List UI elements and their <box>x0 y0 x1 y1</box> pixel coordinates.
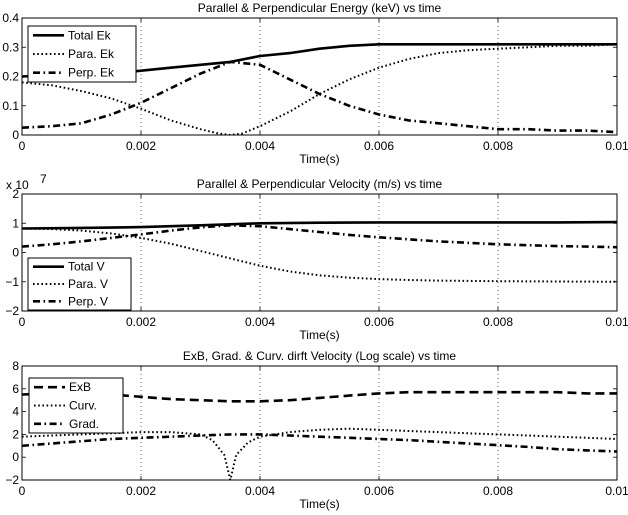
legend-label: Para. V <box>68 277 108 291</box>
legend: Total Ek Para. Ek Perp. Ek <box>27 25 137 83</box>
legend: ExB Curv. Grad. <box>28 377 124 434</box>
series-line-curv <box>22 427 617 480</box>
y-tick-label: 0.1 <box>2 99 19 113</box>
x-tick-label: 0.006 <box>364 139 394 153</box>
y-tick-label: 0 <box>12 450 19 464</box>
series-line-perp-ek <box>22 60 617 134</box>
x-axis-label: Time(s) <box>299 152 339 166</box>
y-tick-label: −1 <box>5 275 19 289</box>
x-tick-label: 0.002 <box>126 484 156 498</box>
x-tick-label: 0.008 <box>483 139 513 153</box>
legend-label: ExB <box>69 380 91 394</box>
y-tick-label: 0.4 <box>2 11 19 25</box>
x-tick-label: 0.006 <box>364 315 394 329</box>
x-axis-label: Time(s) <box>299 497 339 511</box>
y-tick-label: 0 <box>12 128 19 142</box>
y-tick-label: 2 <box>12 187 19 201</box>
y-tick-label: 2 <box>12 427 19 441</box>
x-tick-label: 0.004 <box>245 139 275 153</box>
y-tick-label: 0.2 <box>2 70 19 84</box>
y-tick-label: −2 <box>5 473 19 487</box>
legend-label: Total Ek <box>68 28 112 42</box>
series-line-total-ek <box>22 43 617 78</box>
legend-label: Perp. Ek <box>68 66 115 80</box>
x-tick-label: 0.01 <box>605 484 628 498</box>
series-line-para-v <box>22 227 617 283</box>
x-tick-label: 0 <box>19 315 26 329</box>
series-line-perp-v <box>22 224 617 249</box>
chart-panel-3: ExB, Grad. & Curv. dirft Velocity (Log s… <box>5 349 628 511</box>
y-tick-label: 8 <box>12 359 19 373</box>
chart-title: Parallel & Perpendicular Velocity (m/s) … <box>197 177 443 191</box>
legend-label: Perp. V <box>68 294 108 308</box>
x-tick-label: 0.01 <box>605 139 628 153</box>
y-tick-label: 1 <box>12 216 19 230</box>
x-axis-label: Time(s) <box>299 328 339 342</box>
y-tick-label: 0 <box>12 246 19 260</box>
x-tick-label: 0.006 <box>364 484 394 498</box>
x-tick-label: 0.008 <box>483 315 513 329</box>
chart-title: ExB, Grad. & Curv. dirft Velocity (Log s… <box>183 349 457 363</box>
y-tick-label: 4 <box>12 405 19 419</box>
x-tick-label: 0.004 <box>245 484 275 498</box>
x-tick-label: 0.002 <box>126 139 156 153</box>
legend-label: Total V <box>68 260 105 274</box>
x-tick-label: 0.002 <box>126 315 156 329</box>
series-line-grad <box>22 433 617 453</box>
y-tick-label: 0.3 <box>2 40 19 54</box>
x-tick-label: 0.01 <box>605 315 628 329</box>
chart-panel-1: Parallel & Perpendicular Energy (keV) vs… <box>2 1 628 166</box>
axes-box <box>21 193 618 312</box>
axes-box <box>21 365 618 481</box>
legend: Total V Para. V Perp. V <box>27 257 132 311</box>
x-tick-label: 0.004 <box>245 315 275 329</box>
y-exponent: 7 <box>40 172 47 186</box>
chart-panel-2: Parallel & Perpendicular Velocity (m/s) … <box>5 172 628 342</box>
y-multiplier: x 10 <box>6 178 29 192</box>
x-tick-label: 0 <box>19 484 26 498</box>
y-tick-label: −2 <box>5 304 19 318</box>
x-tick-label: 0.008 <box>483 484 513 498</box>
x-tick-label: 0 <box>19 139 26 153</box>
legend-label: Curv. <box>69 399 97 413</box>
axes-box <box>21 17 618 136</box>
legend-label: Grad. <box>69 417 99 431</box>
chart-title: Parallel & Perpendicular Energy (keV) vs… <box>198 1 442 15</box>
series-line-total-v <box>22 220 617 230</box>
y-tick-label: 6 <box>12 382 19 396</box>
legend-label: Para. Ek <box>68 47 115 61</box>
